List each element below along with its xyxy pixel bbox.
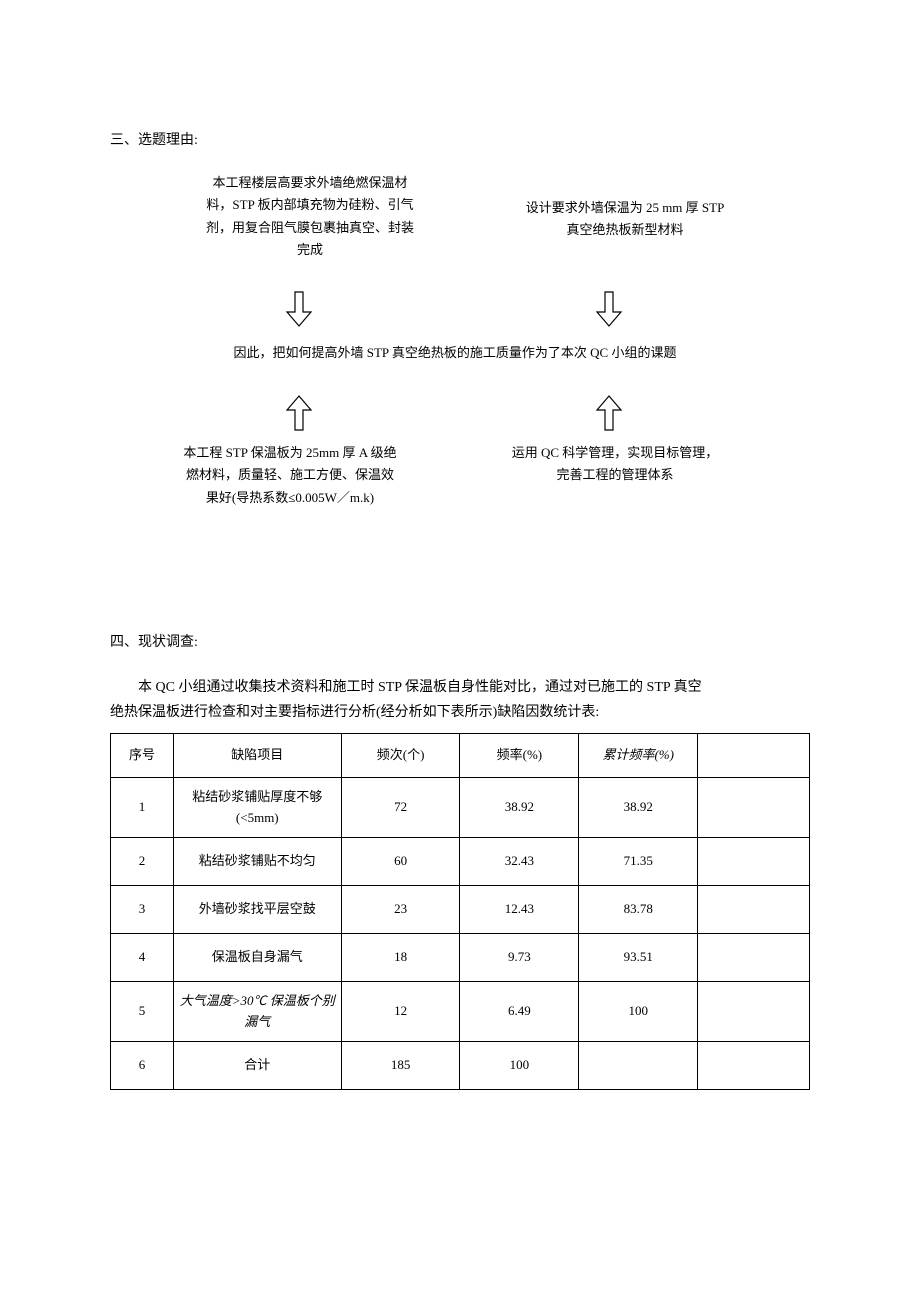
cell-seq: 5 — [111, 982, 174, 1042]
cell-empty — [698, 886, 810, 934]
section-4: 四、现状调查: 本 QC 小组通过收集技术资料和施工时 STP 保温板自身性能对… — [110, 632, 810, 1090]
col-header-rate: 频率(%) — [460, 734, 579, 778]
cell-empty — [698, 982, 810, 1042]
cell-rate: 38.92 — [460, 778, 579, 838]
cell-item: 粘结砂浆铺贴不均匀 — [173, 838, 341, 886]
flow-center-text: 因此，把如何提高外墙 STP 真空绝热板的施工质量作为了本次 QC 小组的课题 — [230, 342, 680, 364]
col-header-seq: 序号 — [111, 734, 174, 778]
cell-freq: 18 — [341, 934, 460, 982]
cell-empty — [698, 838, 810, 886]
arrow-down-icon — [595, 290, 623, 328]
cell-rate: 6.49 — [460, 982, 579, 1042]
cell-empty — [698, 778, 810, 838]
cell-cum: 100 — [579, 982, 698, 1042]
arrow-up-icon — [285, 394, 313, 432]
table-row: 2粘结砂浆铺贴不均匀6032.4371.35 — [111, 838, 810, 886]
col-header-cum: 累计频率(%) — [579, 734, 698, 778]
cell-seq: 1 — [111, 778, 174, 838]
cell-seq: 2 — [111, 838, 174, 886]
col-header-empty — [698, 734, 810, 778]
cell-empty — [698, 1042, 810, 1090]
cell-rate: 12.43 — [460, 886, 579, 934]
cell-rate: 100 — [460, 1042, 579, 1090]
cell-item: 保温板自身漏气 — [173, 934, 341, 982]
cell-freq: 12 — [341, 982, 460, 1042]
cell-item: 合计 — [173, 1042, 341, 1090]
cell-freq: 185 — [341, 1042, 460, 1090]
cell-seq: 6 — [111, 1042, 174, 1090]
cell-cum: 93.51 — [579, 934, 698, 982]
section-4-title: 四、现状调查: — [110, 632, 810, 654]
cell-cum: 83.78 — [579, 886, 698, 934]
arrow-up-icon — [595, 394, 623, 432]
table-header-row: 序号 缺陷项目 频次(个) 频率(%) 累计频率(%) — [111, 734, 810, 778]
flow-box-bottom-left: 本工程 STP 保温板为 25mm 厚 A 级绝燃材料，质量轻、施工方便、保温效… — [180, 442, 400, 508]
section-4-para1: 本 QC 小组通过收集技术资料和施工时 STP 保温板自身性能对比，通过对已施工… — [110, 675, 810, 700]
cell-item: 外墙砂浆找平层空鼓 — [173, 886, 341, 934]
cell-cum: 38.92 — [579, 778, 698, 838]
table-row: 1粘结砂浆铺贴厚度不够 (<5mm)7238.9238.92 — [111, 778, 810, 838]
col-header-freq: 频次(个) — [341, 734, 460, 778]
section-3-title: 三、选题理由: — [110, 130, 810, 152]
flow-box-top-left: 本工程楼层高要求外墙绝燃保温材料，STP 板内部填充物为硅粉、引气剂，用复合阻气… — [200, 172, 420, 260]
table-row: 5大气温度>30℃ 保温板个别漏气126.49100 — [111, 982, 810, 1042]
flowchart: 本工程楼层高要求外墙绝燃保温材料，STP 板内部填充物为硅粉、引气剂，用复合阻气… — [120, 172, 800, 602]
cell-cum: 71.35 — [579, 838, 698, 886]
cell-rate: 9.73 — [460, 934, 579, 982]
defect-table: 序号 缺陷项目 频次(个) 频率(%) 累计频率(%) 1粘结砂浆铺贴厚度不够 … — [110, 733, 810, 1090]
cell-seq: 3 — [111, 886, 174, 934]
cell-freq: 60 — [341, 838, 460, 886]
col-header-item: 缺陷项目 — [173, 734, 341, 778]
flow-box-top-right: 设计要求外墙保温为 25 mm 厚 STP 真空绝热板新型材料 — [520, 197, 730, 241]
cell-empty — [698, 934, 810, 982]
arrow-down-icon — [285, 290, 313, 328]
cell-cum — [579, 1042, 698, 1090]
table-row: 4保温板自身漏气189.7393.51 — [111, 934, 810, 982]
cell-rate: 32.43 — [460, 838, 579, 886]
cell-item: 粘结砂浆铺贴厚度不够 (<5mm) — [173, 778, 341, 838]
section-3-title-text: 三、选题理由: — [110, 133, 198, 148]
table-row: 6合计185100 — [111, 1042, 810, 1090]
cell-freq: 23 — [341, 886, 460, 934]
table-body: 1粘结砂浆铺贴厚度不够 (<5mm)7238.9238.922粘结砂浆铺贴不均匀… — [111, 778, 810, 1090]
flow-box-bottom-right: 运用 QC 科学管理，实现目标管理，完善工程的管理体系 — [510, 442, 720, 486]
cell-item: 大气温度>30℃ 保温板个别漏气 — [173, 982, 341, 1042]
cell-seq: 4 — [111, 934, 174, 982]
section-4-para2: 绝热保温板进行检查和对主要指标进行分析(经分析如下表所示)缺陷因数统计表: — [110, 700, 810, 725]
table-row: 3外墙砂浆找平层空鼓2312.4383.78 — [111, 886, 810, 934]
cell-freq: 72 — [341, 778, 460, 838]
